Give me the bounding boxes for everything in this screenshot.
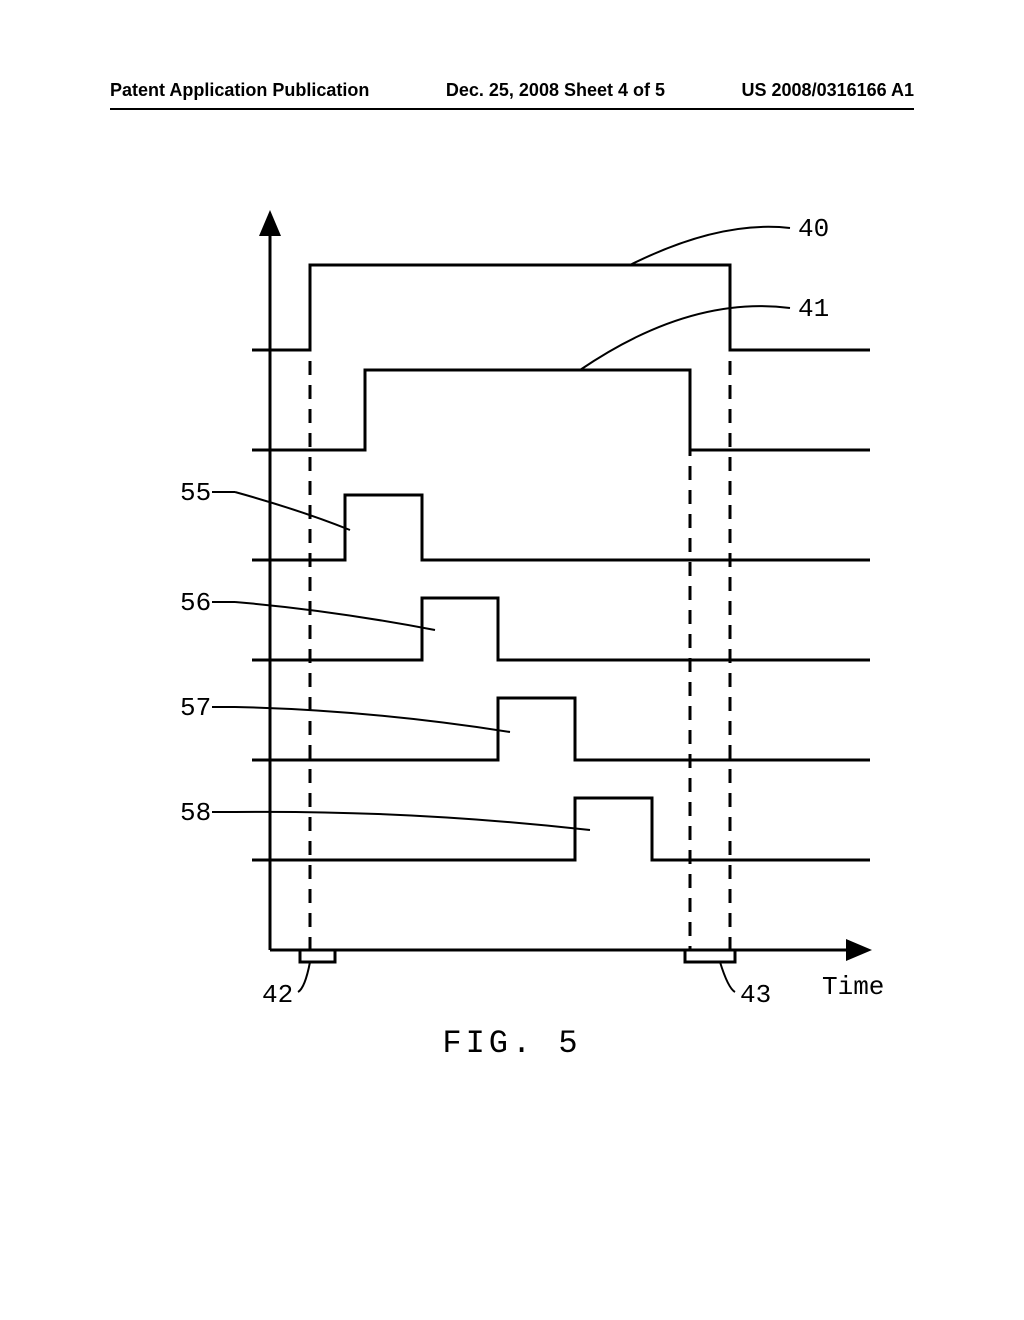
timing-svg: 40 41 55 56 57 58 42 43 Time (150, 210, 890, 1010)
timing-diagram: 40 41 55 56 57 58 42 43 Time (150, 210, 890, 1015)
axis-label-time: Time (822, 972, 884, 1002)
header-left: Patent Application Publication (110, 80, 369, 101)
label-42: 42 (262, 980, 293, 1010)
header-right: US 2008/0316166 A1 (742, 80, 914, 101)
label-57: 57 (180, 693, 211, 723)
label-56: 56 (180, 588, 211, 618)
header-row: Patent Application Publication Dec. 25, … (0, 80, 1024, 101)
label-58: 58 (180, 798, 211, 828)
label-40: 40 (798, 214, 829, 244)
header-center: Dec. 25, 2008 Sheet 4 of 5 (446, 80, 665, 101)
label-43: 43 (740, 980, 771, 1010)
figure-caption: FIG. 5 (0, 1025, 1024, 1062)
label-41: 41 (798, 294, 829, 324)
header-rule (110, 108, 914, 110)
label-55: 55 (180, 478, 211, 508)
